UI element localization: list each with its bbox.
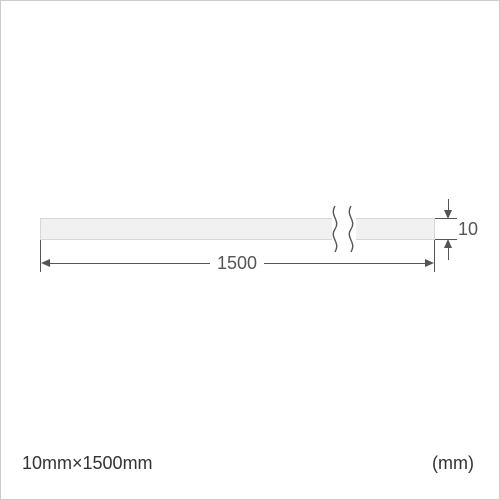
- width-ext-left: [40, 240, 41, 272]
- width-arrow-left: [41, 259, 50, 267]
- width-value: 1500: [210, 253, 264, 273]
- height-arrow-top: [444, 210, 452, 219]
- outer-frame: [0, 0, 500, 500]
- height-arrow-bottom: [444, 239, 452, 248]
- unit-text: (mm): [432, 453, 474, 474]
- size-text: 10mm×1500mm: [22, 453, 153, 474]
- width-ext-right: [434, 240, 435, 272]
- height-value: 10: [458, 219, 482, 240]
- width-arrow-right: [425, 259, 434, 267]
- diagram-canvas: 1500 10 10mm×1500mm (mm): [0, 0, 500, 500]
- strip-bar: [40, 218, 435, 240]
- break-wave-right: [342, 206, 360, 252]
- height-dim-stem-bottom: [448, 248, 449, 260]
